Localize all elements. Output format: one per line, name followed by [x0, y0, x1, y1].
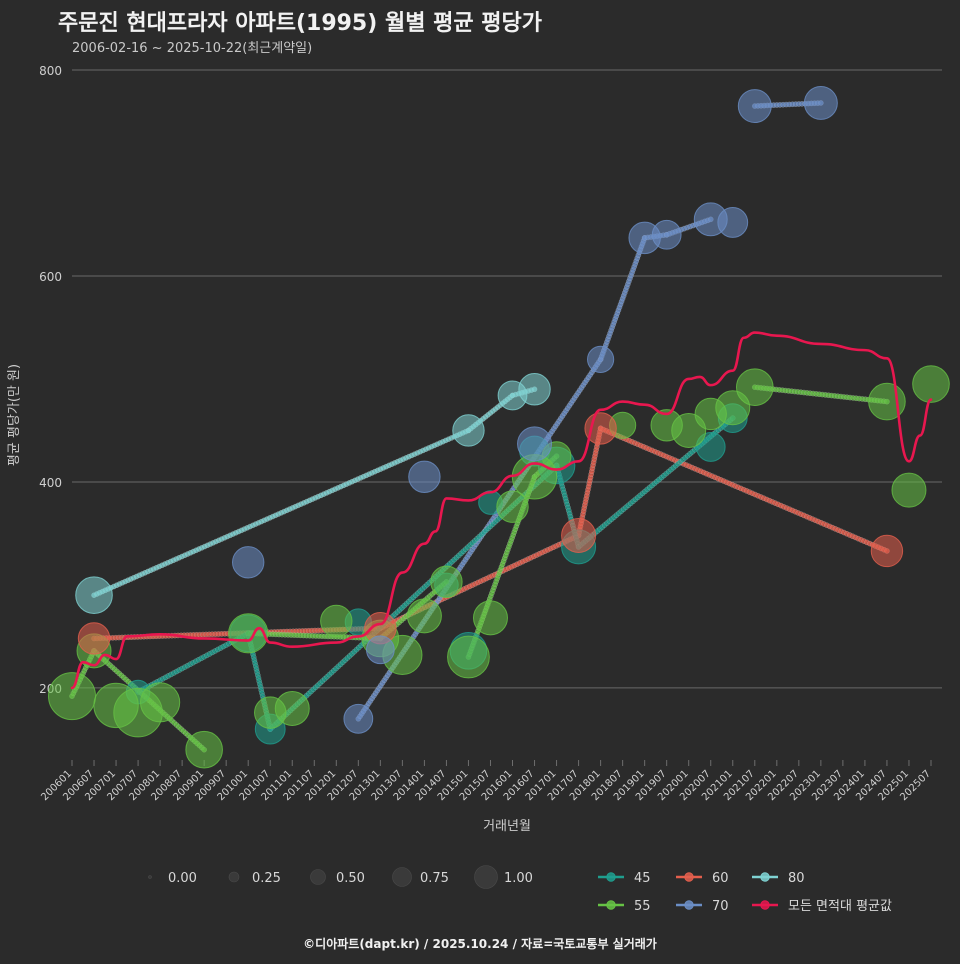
data-point[interactable]	[343, 703, 374, 734]
data-point[interactable]	[870, 534, 904, 568]
series-legend: 45 60 80 55 70 모든 면적대 평균값	[598, 871, 892, 914]
data-point[interactable]	[48, 672, 96, 721]
size-legend-label: 0.50	[336, 871, 365, 886]
y-axis-tick-label: 800	[39, 64, 62, 78]
legend-entry[interactable]: 45	[598, 871, 651, 886]
data-point[interactable]	[77, 622, 111, 655]
legend-marker	[606, 900, 616, 910]
x-axis-title: 거래년월	[483, 819, 531, 834]
series-55	[48, 365, 950, 769]
legend-label: 70	[712, 899, 729, 914]
data-point[interactable]	[891, 472, 927, 508]
footer-text: ©디아파트(dapt.kr) / 2025.10.24 / 자료=국토교통부 실…	[303, 936, 657, 951]
series-60	[77, 412, 904, 655]
page-title: 주문진 현대프라자 아파트(1995) 월별 평균 평당가	[58, 11, 542, 36]
data-point[interactable]	[651, 219, 682, 250]
legend-label: 80	[788, 871, 805, 886]
series-70	[232, 85, 838, 734]
size-legend-bubble	[310, 869, 326, 885]
legend-marker	[760, 872, 770, 882]
size-legend-label: 1.00	[504, 871, 533, 886]
data-point[interactable]	[320, 604, 353, 638]
data-point[interactable]	[472, 600, 508, 636]
data-point[interactable]	[365, 635, 395, 665]
data-point[interactable]	[75, 576, 113, 615]
data-point[interactable]	[274, 691, 310, 727]
data-point[interactable]	[406, 598, 442, 634]
size-legend-label: 0.75	[420, 871, 449, 886]
legend-marker	[684, 872, 694, 882]
legend-entry[interactable]: 모든 면적대 평균값	[752, 899, 892, 914]
size-legend-label: 0.25	[252, 871, 281, 886]
series-80	[75, 373, 551, 615]
average-line	[70, 331, 933, 690]
data-point[interactable]	[587, 345, 615, 373]
data-point[interactable]	[408, 460, 441, 493]
size-legend-bubble	[474, 865, 498, 889]
size-legend-bubble	[148, 875, 152, 879]
data-point[interactable]	[185, 730, 223, 769]
data-point[interactable]	[232, 546, 265, 579]
point-layer	[48, 85, 950, 769]
legend-marker	[606, 872, 616, 882]
data-point[interactable]	[517, 426, 553, 462]
legend-entry[interactable]: 70	[676, 899, 729, 914]
legend-marker	[684, 900, 694, 910]
y-axis-title: 평균 평당가(만 원)	[7, 364, 22, 466]
data-point[interactable]	[518, 373, 551, 406]
legend-entry[interactable]: 60	[676, 871, 729, 886]
data-point[interactable]	[803, 85, 838, 120]
legend-label: 55	[634, 899, 651, 914]
legend-entry[interactable]: 80	[752, 871, 805, 886]
legend-label: 모든 면적대 평균값	[788, 899, 892, 914]
data-point[interactable]	[561, 517, 597, 553]
y-axis-tick-label: 600	[39, 270, 62, 284]
data-point[interactable]	[228, 613, 269, 654]
size-legend: 0.00 0.25 0.50 0.75 1.00	[148, 865, 533, 889]
legend-entry[interactable]: 55	[598, 899, 651, 914]
size-legend-bubble	[228, 871, 240, 883]
data-point[interactable]	[735, 368, 774, 406]
data-point[interactable]	[430, 565, 463, 599]
legend-marker	[760, 900, 770, 910]
size-legend-bubble	[392, 867, 412, 887]
data-point[interactable]	[447, 635, 490, 679]
data-point[interactable]	[452, 414, 485, 447]
legend-label: 60	[712, 871, 729, 886]
data-point[interactable]	[496, 490, 529, 523]
size-legend-label: 0.00	[168, 871, 197, 886]
page-subtitle: 2006-02-16 ~ 2025-10-22(최근계약일)	[72, 41, 312, 56]
y-axis-tick-label: 400	[39, 476, 62, 490]
data-point[interactable]	[737, 89, 772, 124]
data-point[interactable]	[912, 365, 950, 403]
data-point[interactable]	[717, 206, 749, 238]
legend-label: 45	[634, 871, 651, 886]
data-point[interactable]	[140, 682, 181, 723]
